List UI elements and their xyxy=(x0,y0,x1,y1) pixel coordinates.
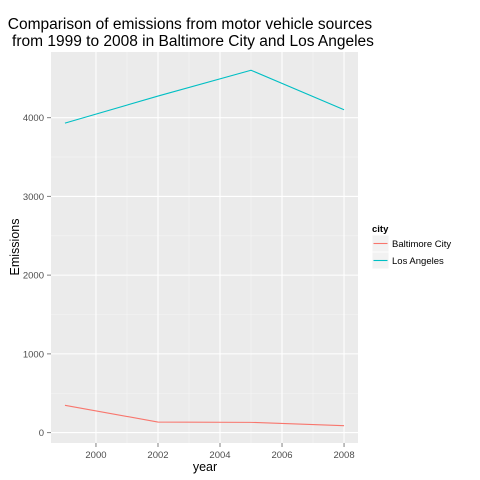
y-tick-label: 4000 xyxy=(23,113,44,124)
plot-panel xyxy=(51,52,358,443)
chart-title-line-1: Comparison of emissions from motor vehic… xyxy=(8,16,373,33)
x-tick-label: 2002 xyxy=(147,450,168,461)
series-line-baltimore-city xyxy=(64,404,345,427)
legend: city Baltimore City Los Angeles xyxy=(371,224,451,270)
y-tick-label: 0 xyxy=(39,428,44,439)
series-lines xyxy=(64,69,345,427)
legend-label: Baltimore City xyxy=(392,239,451,250)
x-tick-label: 2004 xyxy=(209,450,230,461)
major-gridlines xyxy=(51,52,358,443)
x-tick-label: 2006 xyxy=(271,450,292,461)
y-tick-label: 1000 xyxy=(23,349,44,360)
axis-ticks: 2000 2002 2004 2006 2008 0 1000 2000 3000 4000 xyxy=(23,113,355,461)
series-line-los-angeles xyxy=(64,69,345,124)
y-axis-title: Emissions xyxy=(8,219,22,276)
chart-title-line-2: from 1999 to 2008 in Baltimore City and … xyxy=(12,33,374,50)
x-tick-label: 2008 xyxy=(333,450,354,461)
legend-label: Los Angeles xyxy=(392,256,444,267)
x-tick-label: 2000 xyxy=(85,450,106,461)
legend-title: city xyxy=(372,224,389,235)
y-tick-label: 2000 xyxy=(23,271,44,282)
x-axis-title: year xyxy=(193,460,217,474)
y-tick-label: 3000 xyxy=(23,192,44,203)
